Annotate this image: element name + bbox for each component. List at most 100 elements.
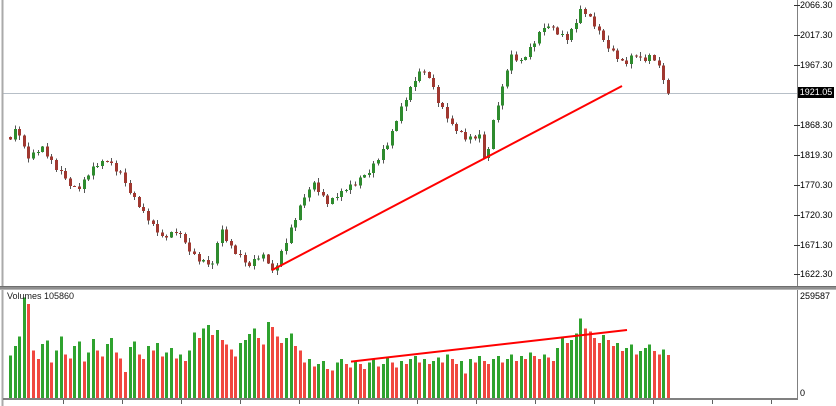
volume-bar-up: [106, 343, 109, 398]
candle-up: [630, 55, 633, 65]
candle-up: [313, 182, 316, 190]
candle-down: [271, 263, 274, 271]
candle-up: [216, 242, 219, 264]
price-trendline[interactable]: [271, 85, 623, 272]
candle-down: [602, 30, 605, 40]
candle-down: [483, 134, 486, 159]
volume-bar-down: [198, 338, 201, 398]
volume-bar-up: [446, 354, 449, 398]
candle-down: [317, 182, 320, 193]
candle-down: [451, 118, 454, 125]
panel-splitter[interactable]: [0, 286, 836, 290]
volume-bar-up: [469, 359, 472, 398]
candle-up: [382, 149, 385, 160]
price-tick-label: 1967.30: [800, 60, 833, 71]
price-axis[interactable]: 2066.30 2017.30 1967.30 1868.30 1819.30 1770.…: [800, 0, 836, 406]
candle-down: [423, 71, 426, 73]
volume-bar-down: [161, 356, 164, 398]
volume-bar-down: [138, 354, 141, 398]
candle-down: [667, 79, 670, 94]
candle-up: [101, 161, 104, 166]
volume-bar-up: [60, 336, 63, 398]
volume-bar-down: [441, 362, 444, 398]
candle-up: [497, 105, 500, 120]
candle-up: [221, 229, 224, 243]
volume-bar-down: [299, 350, 302, 398]
time-axis[interactable]: [0, 399, 797, 406]
volume-bar-up: [529, 352, 532, 398]
volume-bar-down: [621, 351, 624, 398]
candle-up: [262, 254, 265, 259]
candle-up: [280, 250, 283, 266]
candle-up: [506, 70, 509, 87]
candle-down: [621, 58, 624, 61]
candle-up: [336, 196, 339, 199]
candle-down: [464, 132, 467, 140]
volume-bar-down: [483, 360, 486, 398]
volume-bar-down: [313, 366, 316, 398]
candle-down: [152, 220, 155, 225]
candle-up: [520, 59, 523, 61]
candle-up: [285, 242, 288, 251]
candle-up: [575, 23, 578, 30]
candle-up: [524, 56, 527, 60]
volume-bar-down: [533, 355, 536, 398]
candle-down: [124, 172, 127, 183]
candle-up: [409, 87, 412, 100]
candle-down: [64, 170, 67, 179]
volume-bar-down: [405, 364, 408, 398]
volume-bar-up: [386, 357, 389, 398]
candle-down: [119, 171, 122, 173]
volume-trendline[interactable]: [350, 329, 628, 363]
candle-down: [115, 162, 118, 172]
volume-bar-up: [556, 347, 559, 398]
volume-bar-down: [175, 358, 178, 398]
volume-bar-down: [37, 359, 40, 398]
candle-down: [106, 161, 109, 163]
candle-up: [529, 47, 532, 57]
candle-down: [644, 57, 647, 62]
candle-down: [244, 254, 247, 263]
candle-down: [432, 78, 435, 88]
volume-bar-up: [147, 346, 150, 398]
volume-bar-up: [129, 347, 132, 398]
volume-bar-down: [566, 342, 569, 398]
volume-bar-down: [221, 339, 224, 398]
candle-down: [625, 60, 628, 65]
volume-bar-up: [9, 355, 12, 398]
volume-bar-down: [428, 364, 431, 398]
volume-bar-down: [653, 351, 656, 398]
volume-bar-down: [593, 338, 596, 398]
candle-down: [428, 72, 431, 79]
volume-bar-down: [474, 362, 477, 398]
volume-bar-down: [280, 342, 283, 398]
price-tick-label: 1868.30: [800, 120, 833, 131]
candle-up: [538, 32, 541, 44]
volume-bar-down: [294, 346, 297, 398]
volume-bar-up: [414, 355, 417, 398]
volume-bar-down: [391, 362, 394, 398]
volume-bar-down: [612, 346, 615, 398]
price-tick-label: 1770.30: [800, 179, 833, 190]
volume-bar-up: [616, 342, 619, 398]
volume-bar-down: [418, 362, 421, 398]
candle-down: [446, 107, 449, 119]
volume-bar-up: [644, 347, 647, 398]
candle-down: [556, 27, 559, 35]
volume-bar-down: [667, 355, 670, 398]
candle-up: [170, 231, 173, 238]
candle-up: [579, 9, 582, 24]
candle-down: [78, 186, 81, 189]
candle-up: [405, 99, 408, 107]
candle-down: [18, 129, 21, 136]
candle-down: [437, 87, 440, 103]
candle-down: [441, 102, 444, 108]
candle-down: [234, 245, 237, 254]
volume-bar-up: [202, 328, 205, 398]
volume-bar-down: [359, 364, 362, 398]
volume-bar-up: [561, 336, 564, 398]
volume-bar-up: [92, 338, 95, 398]
candle-up: [202, 259, 205, 262]
candle-down: [662, 65, 665, 80]
